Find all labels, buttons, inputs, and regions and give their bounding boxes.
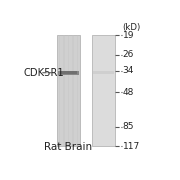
Text: Rat Brain: Rat Brain (44, 142, 93, 152)
Bar (77, 35, 78, 146)
Bar (59, 35, 60, 146)
Bar (68, 35, 69, 146)
Bar (92, 35, 114, 146)
Bar (72, 35, 74, 146)
Bar (57, 35, 80, 146)
Text: CDK5R1: CDK5R1 (24, 68, 65, 78)
Text: 85: 85 (123, 122, 134, 131)
Text: 34: 34 (123, 66, 134, 75)
Text: (kD): (kD) (123, 23, 141, 32)
Text: 117: 117 (123, 142, 140, 151)
Bar (60, 71, 77, 74)
Text: 19: 19 (123, 31, 134, 40)
Text: 48: 48 (123, 87, 134, 96)
Bar (93, 71, 114, 74)
Bar (63, 35, 65, 146)
Text: 26: 26 (123, 50, 134, 59)
Bar (58, 71, 79, 75)
